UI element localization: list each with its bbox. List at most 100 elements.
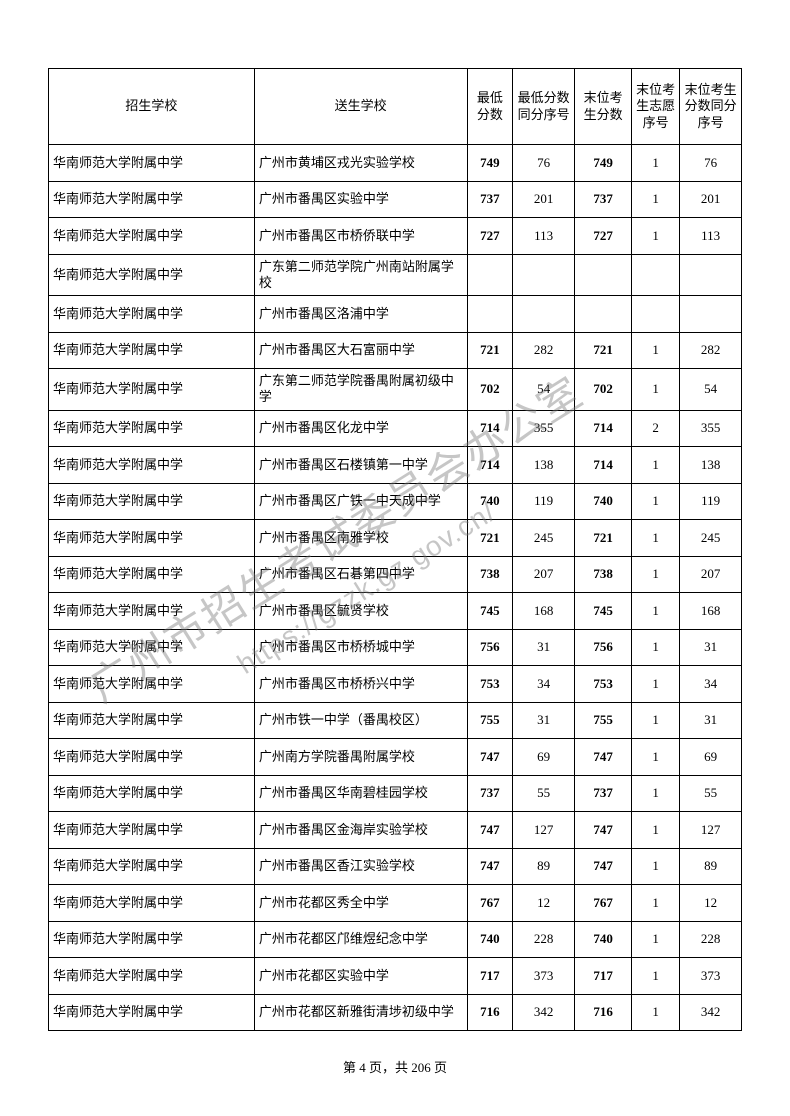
table-cell: 1	[632, 666, 680, 703]
table-cell: 广州南方学院番禺附属学校	[254, 739, 467, 776]
col-header: 最低分数同分序号	[513, 69, 575, 145]
table-cell: 1	[632, 369, 680, 411]
table-cell: 广州市番禺区大石富丽中学	[254, 332, 467, 369]
table-cell: 广州市番禺区毓贤学校	[254, 593, 467, 630]
table-cell: 738	[575, 556, 632, 593]
table-cell: 342	[680, 994, 742, 1031]
table-cell: 201	[513, 181, 575, 218]
table-cell: 华南师范大学附属中学	[49, 958, 255, 995]
table-cell: 1	[632, 483, 680, 520]
table-cell: 738	[467, 556, 513, 593]
table-cell: 广东第二师范学院广州南站附属学校	[254, 254, 467, 296]
table-cell: 756	[467, 629, 513, 666]
table-cell	[467, 296, 513, 333]
table-cell	[575, 296, 632, 333]
table-cell: 广州市铁一中学（番禺校区）	[254, 702, 467, 739]
table-row: 华南师范大学附属中学广州市番禺区华南碧桂园学校73755737155	[49, 775, 742, 812]
page-container: 招生学校 送生学校 最低分数 最低分数同分序号 末位考生分数 末位考生志愿序号 …	[0, 0, 790, 1076]
table-cell: 华南师范大学附属中学	[49, 254, 255, 296]
table-cell: 753	[575, 666, 632, 703]
table-cell: 广州市花都区邝维煜纪念中学	[254, 921, 467, 958]
table-cell: 373	[680, 958, 742, 995]
table-cell: 12	[680, 885, 742, 922]
table-cell: 69	[513, 739, 575, 776]
table-cell: 89	[513, 848, 575, 885]
table-cell: 1	[632, 447, 680, 484]
table-cell: 245	[513, 520, 575, 557]
table-row: 华南师范大学附属中学广州市番禺区实验中学7372017371201	[49, 181, 742, 218]
table-cell: 119	[680, 483, 742, 520]
table-cell: 716	[467, 994, 513, 1031]
table-cell: 华南师范大学附属中学	[49, 145, 255, 182]
table-cell: 广州市番禺区化龙中学	[254, 410, 467, 447]
table-row: 华南师范大学附属中学广州市花都区新雅街清埗初级中学7163427161342	[49, 994, 742, 1031]
table-row: 华南师范大学附属中学广东第二师范学院广州南站附属学校	[49, 254, 742, 296]
table-cell: 广州市黄埔区戎光实验学校	[254, 145, 467, 182]
table-cell: 228	[513, 921, 575, 958]
table-cell: 广州市番禺区香江实验学校	[254, 848, 467, 885]
table-cell: 广州市番禺区市桥桥兴中学	[254, 666, 467, 703]
table-cell	[575, 254, 632, 296]
table-cell: 749	[467, 145, 513, 182]
table-cell: 740	[575, 921, 632, 958]
table-cell: 1	[632, 556, 680, 593]
table-cell: 31	[513, 629, 575, 666]
table-row: 华南师范大学附属中学广州市花都区实验中学7173737171373	[49, 958, 742, 995]
table-cell: 113	[513, 218, 575, 255]
table-cell: 华南师范大学附属中学	[49, 410, 255, 447]
table-cell: 747	[575, 848, 632, 885]
table-cell: 华南师范大学附属中学	[49, 629, 255, 666]
page-number: 第 4 页，共 206 页	[48, 1057, 742, 1076]
table-cell: 747	[467, 848, 513, 885]
table-body: 华南师范大学附属中学广州市黄埔区戎光实验学校74976749176华南师范大学附…	[49, 145, 742, 1031]
col-header: 末位考生志愿序号	[632, 69, 680, 145]
table-row: 华南师范大学附属中学广州市番禺区毓贤学校7451687451168	[49, 593, 742, 630]
table-cell: 华南师范大学附属中学	[49, 181, 255, 218]
table-cell: 广州市番禺区石碁第四中学	[254, 556, 467, 593]
table-cell: 31	[680, 629, 742, 666]
table-cell: 华南师范大学附属中学	[49, 921, 255, 958]
table-cell: 华南师范大学附属中学	[49, 666, 255, 703]
table-cell: 717	[467, 958, 513, 995]
table-cell: 广州市花都区实验中学	[254, 958, 467, 995]
table-cell: 737	[575, 181, 632, 218]
table-cell: 714	[575, 447, 632, 484]
table-cell: 1	[632, 218, 680, 255]
table-cell: 1	[632, 812, 680, 849]
table-cell: 740	[467, 483, 513, 520]
table-cell: 69	[680, 739, 742, 776]
table-cell: 716	[575, 994, 632, 1031]
table-cell: 华南师范大学附属中学	[49, 739, 255, 776]
table-cell: 767	[467, 885, 513, 922]
table-cell: 127	[513, 812, 575, 849]
table-cell: 207	[680, 556, 742, 593]
table-cell: 1	[632, 958, 680, 995]
table-cell: 广州市番禺区实验中学	[254, 181, 467, 218]
table-cell: 1	[632, 593, 680, 630]
table-cell	[467, 254, 513, 296]
table-cell: 华南师范大学附属中学	[49, 556, 255, 593]
table-cell: 1	[632, 181, 680, 218]
table-cell: 119	[513, 483, 575, 520]
table-cell: 749	[575, 145, 632, 182]
table-cell: 76	[680, 145, 742, 182]
table-row: 华南师范大学附属中学广州市番禺区石楼镇第一中学7141387141138	[49, 447, 742, 484]
table-row: 华南师范大学附属中学广州市番禺区市桥桥兴中学75334753134	[49, 666, 742, 703]
table-cell: 31	[513, 702, 575, 739]
table-cell: 华南师范大学附属中学	[49, 296, 255, 333]
table-cell: 737	[467, 775, 513, 812]
table-cell: 714	[467, 410, 513, 447]
table-cell: 2	[632, 410, 680, 447]
col-header: 末位考生分数同分序号	[680, 69, 742, 145]
table-cell: 138	[680, 447, 742, 484]
table-cell: 767	[575, 885, 632, 922]
table-cell: 54	[513, 369, 575, 411]
table-row: 华南师范大学附属中学广州市番禺区洛浦中学	[49, 296, 742, 333]
table-cell: 广州市番禺区金海岸实验学校	[254, 812, 467, 849]
table-cell: 华南师范大学附属中学	[49, 848, 255, 885]
table-cell: 华南师范大学附属中学	[49, 885, 255, 922]
table-cell: 755	[575, 702, 632, 739]
table-row: 华南师范大学附属中学广州市番禺区香江实验学校74789747189	[49, 848, 742, 885]
table-cell: 广东第二师范学院番禺附属初级中学	[254, 369, 467, 411]
table-cell: 广州市番禺区广铁一中天成中学	[254, 483, 467, 520]
